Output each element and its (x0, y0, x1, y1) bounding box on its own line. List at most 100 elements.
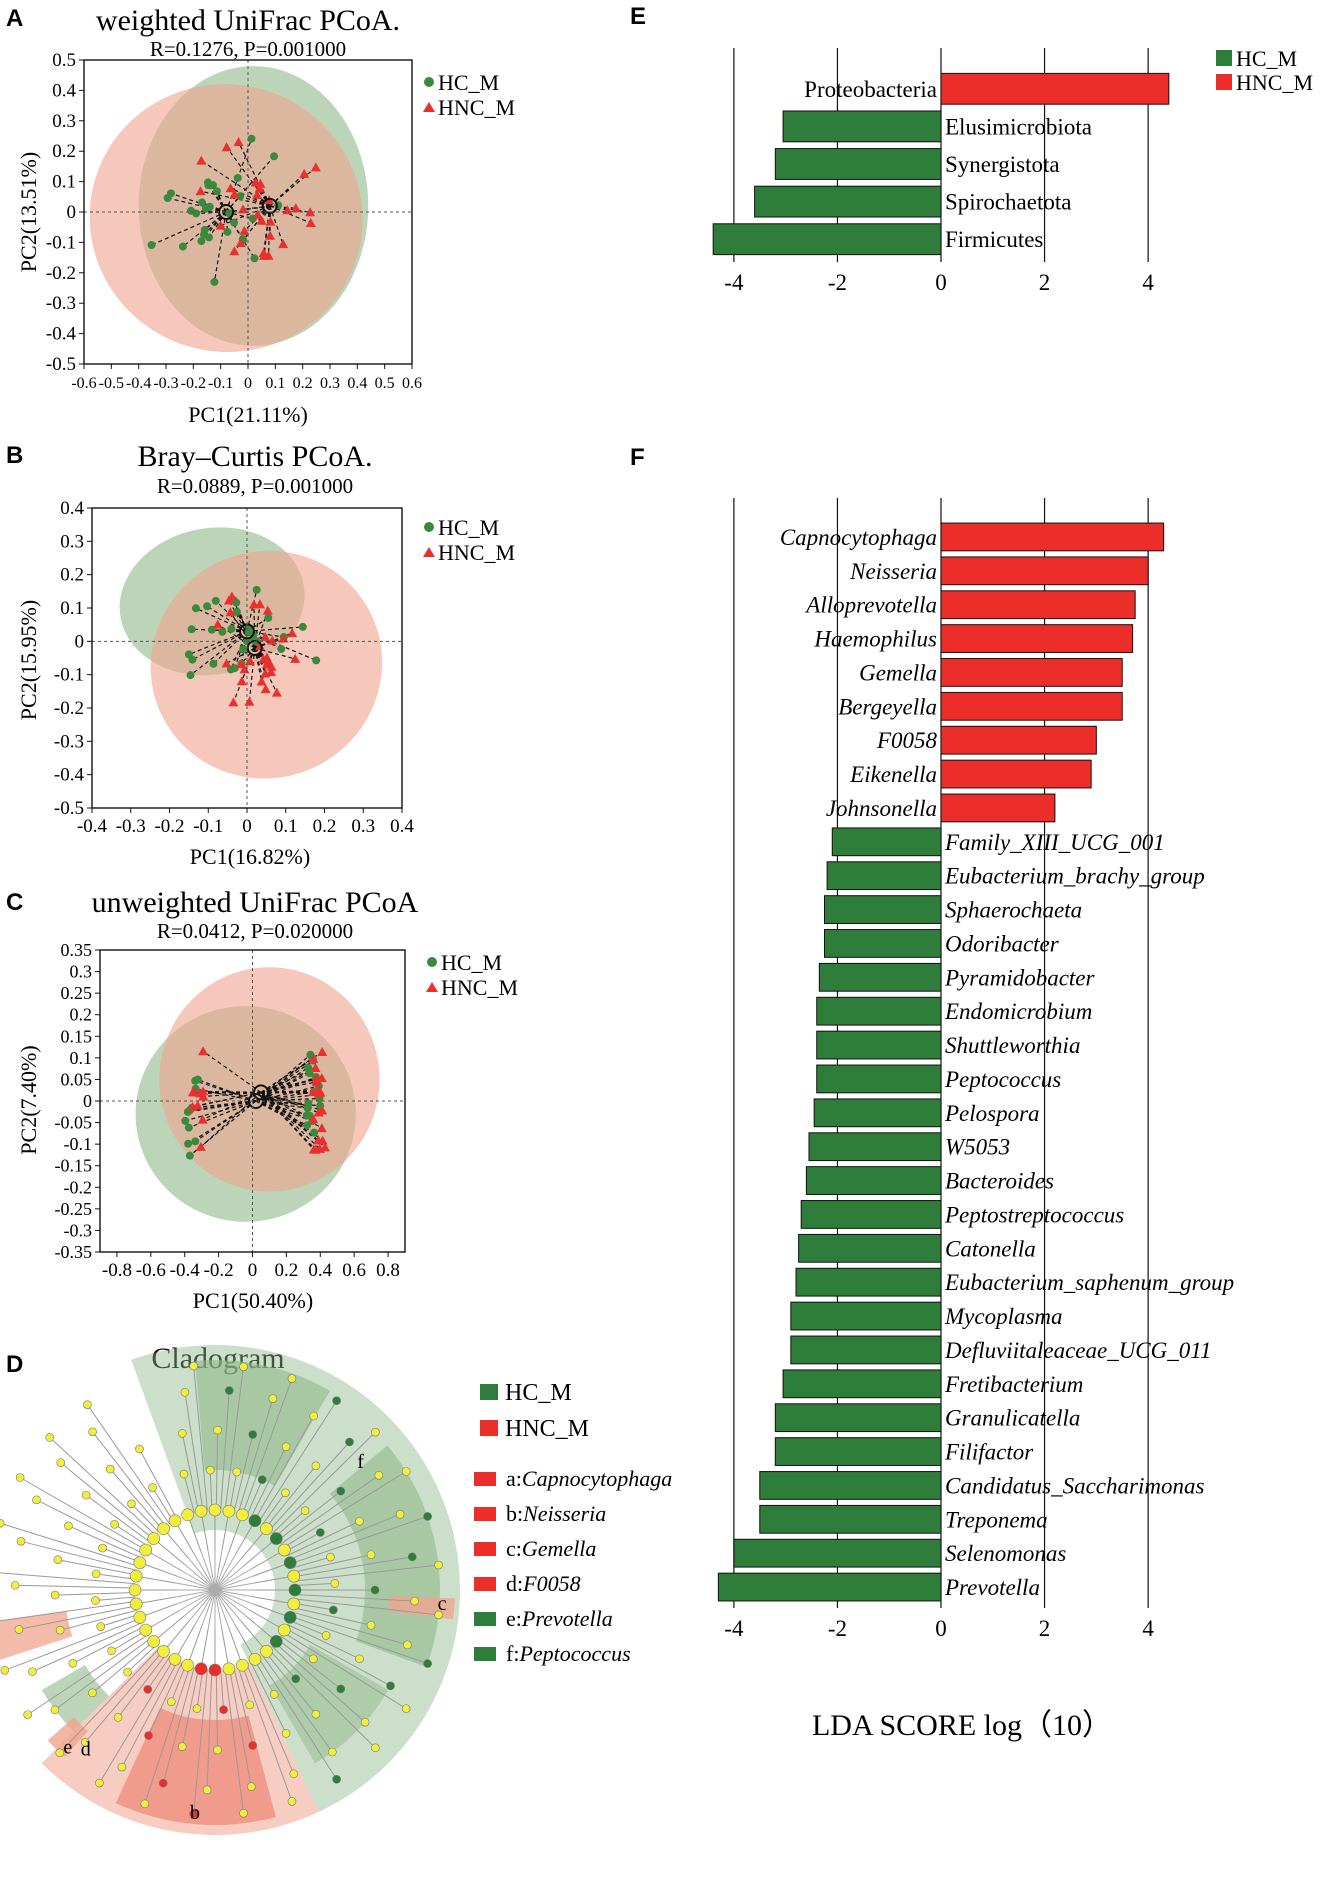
cladogram-branch (180, 1589, 216, 1611)
pcoa-b-point-hnc (287, 628, 298, 638)
cladogram-node (166, 1697, 176, 1707)
pcoa-c-ytick-label: -0.05 (55, 1113, 93, 1133)
panel-c: C unweighted UniFrac PCoA R=0.0412, P=0.… (6, 886, 518, 1313)
pcoa-b-point-hc (232, 598, 241, 607)
cladogram-branch (261, 1654, 333, 1753)
cladogram-marker-label: f:Peptococcus (506, 1641, 631, 1666)
cladogram-marker-swatch (474, 1507, 496, 1521)
chart-e-xtick-label: 2 (1039, 270, 1051, 295)
chart-e-legend: HC_M HNC_M (1216, 46, 1313, 95)
pcoa-a-point-hnc (263, 250, 274, 260)
pcoa-b-xlabel: PC1(16.82%) (190, 844, 310, 869)
cladogram-branch (102, 1547, 141, 1563)
pcoa-b-xtick-label: -0.3 (116, 816, 146, 837)
pcoa-b-ytick-label: -0.5 (54, 798, 84, 819)
chart-f-bar-label: Capnocytophaga (780, 525, 937, 550)
pcoa-a-point-hc (210, 277, 219, 286)
pcoa-b-ytick-label: 0 (75, 631, 85, 652)
chart-f-xtick-label: -4 (724, 1616, 744, 1641)
pcoa-b-point-hnc (254, 599, 265, 609)
pcoa-a-point-hnc (299, 168, 310, 178)
legend-hc-dot (424, 522, 434, 532)
legend-hnc-triangle (426, 982, 438, 992)
cladogram-branch (177, 1589, 216, 1605)
cladogram-branch (92, 1641, 155, 1694)
cladogram-node (127, 1499, 136, 1509)
pcoa-c-link (260, 1091, 319, 1141)
cladogram-branch (206, 1669, 213, 1790)
cladogram-clade-letter: d (81, 1738, 91, 1760)
cladogram-branch (224, 1366, 244, 1511)
cladogram-marker-key: b: (506, 1501, 523, 1526)
cladogram-branch (257, 1400, 338, 1523)
cladogram-branch (290, 1515, 428, 1565)
pcoa-a-point-hnc (255, 178, 266, 188)
cladogram-branch (59, 1647, 161, 1754)
cladogram-node (329, 1605, 338, 1615)
pcoa-c-point-hnc (313, 1088, 324, 1098)
pcoa-c-point-hnc (319, 1142, 330, 1152)
cladogram-branch (261, 1492, 286, 1526)
pcoa-a-link (216, 190, 227, 213)
cladogram-node (129, 1597, 143, 1611)
cladogram-node (168, 1652, 182, 1666)
cladogram-branch (277, 1490, 342, 1541)
pcoa-c-ellipses (135, 967, 380, 1222)
cladogram-branch (228, 1514, 243, 1553)
cladogram-node (113, 1713, 123, 1722)
cladogram-branch (280, 1474, 380, 1545)
cladogram-branch (228, 1627, 243, 1666)
chart-e-bar-label: Elusimicrobiota (945, 114, 1092, 139)
cladogram-clade-letter: e (63, 1736, 72, 1758)
pcoa-a-point-hc (203, 178, 212, 187)
pcoa-a-ytick-label: 0 (67, 202, 77, 223)
pcoa-b-point-hc (209, 659, 218, 668)
pcoa-c-point-hc (302, 1111, 311, 1120)
cladogram-node (219, 1705, 228, 1714)
pcoa-a-point-hnc (252, 209, 263, 219)
pcoa-c-link (202, 1050, 262, 1093)
chart-e-xtick-label: 0 (935, 270, 947, 295)
cladogram-branch (214, 1575, 253, 1591)
cladogram-legend-hc: HC_M (505, 1380, 572, 1406)
cladogram-marker-label: b:Neisseria (506, 1501, 606, 1526)
cladogram-node (308, 1654, 318, 1664)
pcoa-b-point-hc (298, 622, 307, 631)
chart-f-bar (733, 1538, 942, 1568)
cladogram-branch (287, 1623, 360, 1660)
cladogram-legend-hc-swatch (480, 1384, 498, 1400)
cladogram-node (147, 1635, 161, 1648)
cladogram-branch (0, 1600, 136, 1622)
cladogram-branch (214, 1569, 250, 1591)
cladogram-branch (20, 1540, 138, 1572)
pcoa-b-link (254, 647, 263, 682)
chart-e-legend-hc-swatch (1216, 50, 1232, 66)
cladogram-marker-label: e:Prevotella (506, 1606, 613, 1631)
chart-f-bar-label: W5053 (945, 1135, 1010, 1160)
cladogram-node (283, 1556, 297, 1569)
chart-e-bar (940, 72, 1170, 105)
pcoa-c-xtick-label: -0.2 (204, 1260, 234, 1281)
pcoa-a-title: weighted UniFrac PCoA. (96, 4, 400, 37)
cladogram-branch (117, 1653, 167, 1718)
pcoa-b-link (192, 630, 248, 661)
cladogram-node (309, 1411, 318, 1421)
cladogram-branch (174, 1624, 196, 1660)
chart-f-bar (805, 1166, 942, 1195)
chart-e-bar (782, 110, 942, 143)
cladogram-branch (214, 1589, 230, 1628)
cladogram-branch (170, 1664, 187, 1702)
cladogram-node (208, 1503, 222, 1517)
cladogram-legend: HC_M HNC_M a:Capnocytophagab:Neisseriac:… (474, 1380, 672, 1666)
pcoa-b-point-hnc (262, 605, 273, 615)
pcoa-c-point-hc (184, 1139, 193, 1148)
pcoa-c-link (255, 1100, 321, 1107)
pcoa-b-point-hnc (271, 687, 282, 697)
cladogram-node (248, 1430, 258, 1439)
pcoa-a-stats: R=0.1276, P=0.001000 (150, 37, 346, 61)
pcoa-b-point-hnc (228, 697, 239, 707)
cladogram-marker-key: c: (506, 1536, 522, 1561)
pcoa-b-point-hnc (244, 656, 255, 666)
pcoa-a-point-hc (166, 189, 175, 198)
cladogram-branch (32, 1622, 143, 1673)
